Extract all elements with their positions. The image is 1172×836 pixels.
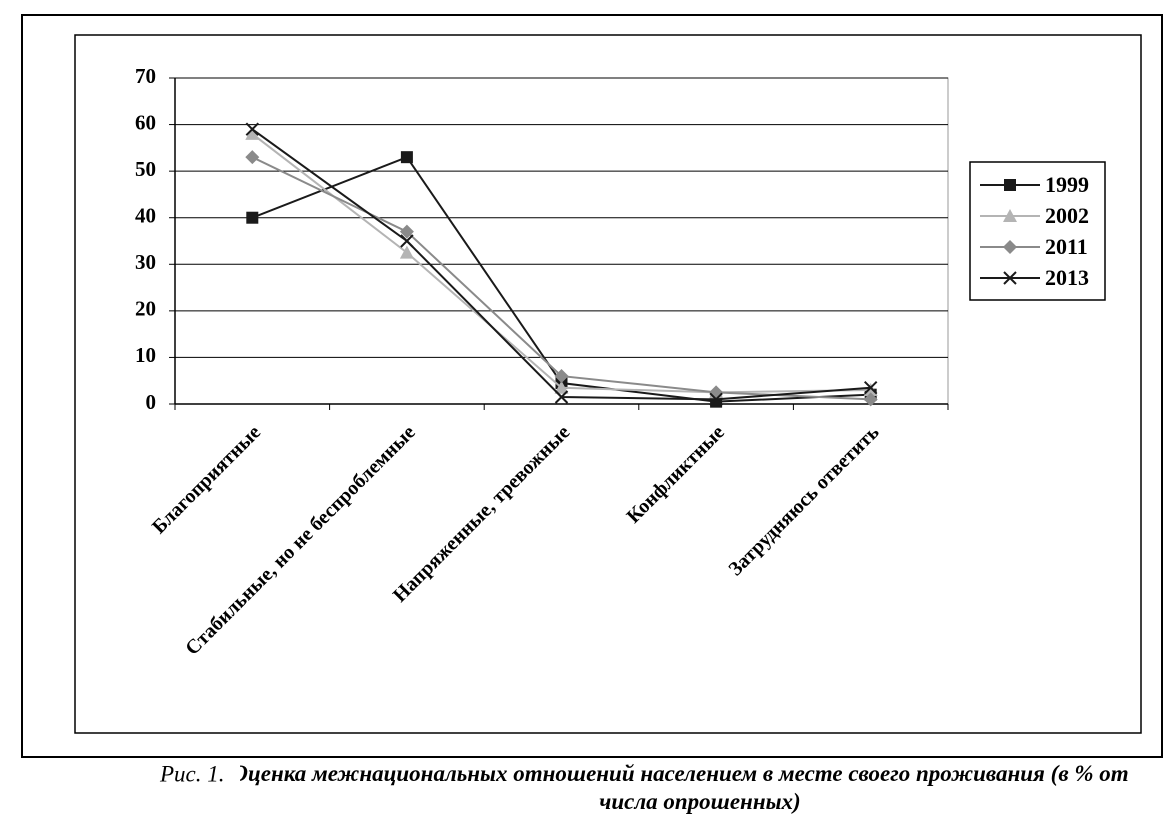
- x-tick-label: Конфликтные: [622, 421, 728, 527]
- y-tick-label: 20: [135, 297, 156, 321]
- data-point: [245, 122, 260, 136]
- chart-title: Оценка межнациональных отношений населен…: [240, 761, 1129, 814]
- legend-marker: [1004, 179, 1016, 191]
- legend-marker: [1003, 240, 1017, 254]
- legend-label: 2013: [1045, 265, 1089, 290]
- x-tick-label: Затрудняюсь ответить: [724, 421, 883, 580]
- y-tick-label: 30: [135, 250, 156, 274]
- y-tick-label: 60: [135, 110, 156, 134]
- data-point: [863, 392, 878, 407]
- data-point: [863, 383, 878, 397]
- legend-label: 2011: [1045, 234, 1088, 259]
- caption: Оценка межнациональных отношений населен…: [240, 761, 1129, 814]
- y-tick-label: 50: [135, 157, 156, 181]
- y-tick-label: 40: [135, 204, 156, 228]
- data-point: [709, 392, 723, 407]
- x-tick-label: Напряженные, тревожные: [389, 421, 574, 606]
- data-point: [554, 390, 569, 404]
- x-tick-label: Благоприятные: [148, 421, 265, 538]
- y-tick-label: 70: [135, 64, 156, 88]
- caption-label: Рис. 1.: [159, 761, 225, 786]
- data-point: [245, 126, 260, 140]
- data-point: [554, 369, 569, 384]
- legend-marker: [1003, 209, 1017, 222]
- outer-frame: [21, 14, 1163, 758]
- data-point: [399, 245, 414, 259]
- legend-label: 2002: [1045, 203, 1089, 228]
- data-point: [863, 380, 878, 395]
- data-point: [400, 151, 413, 164]
- data-point: [400, 234, 414, 248]
- plot-area: [174, 77, 949, 405]
- data-point: [554, 380, 569, 394]
- data-point: [246, 211, 259, 224]
- y-tick-label: 0: [146, 390, 157, 414]
- legend-label: 1999: [1045, 172, 1089, 197]
- y-tick-label: 10: [135, 343, 156, 367]
- data-point: [245, 150, 260, 165]
- legend-marker: [1003, 271, 1017, 285]
- chart-frame: [74, 34, 1142, 734]
- data-point: [399, 224, 414, 239]
